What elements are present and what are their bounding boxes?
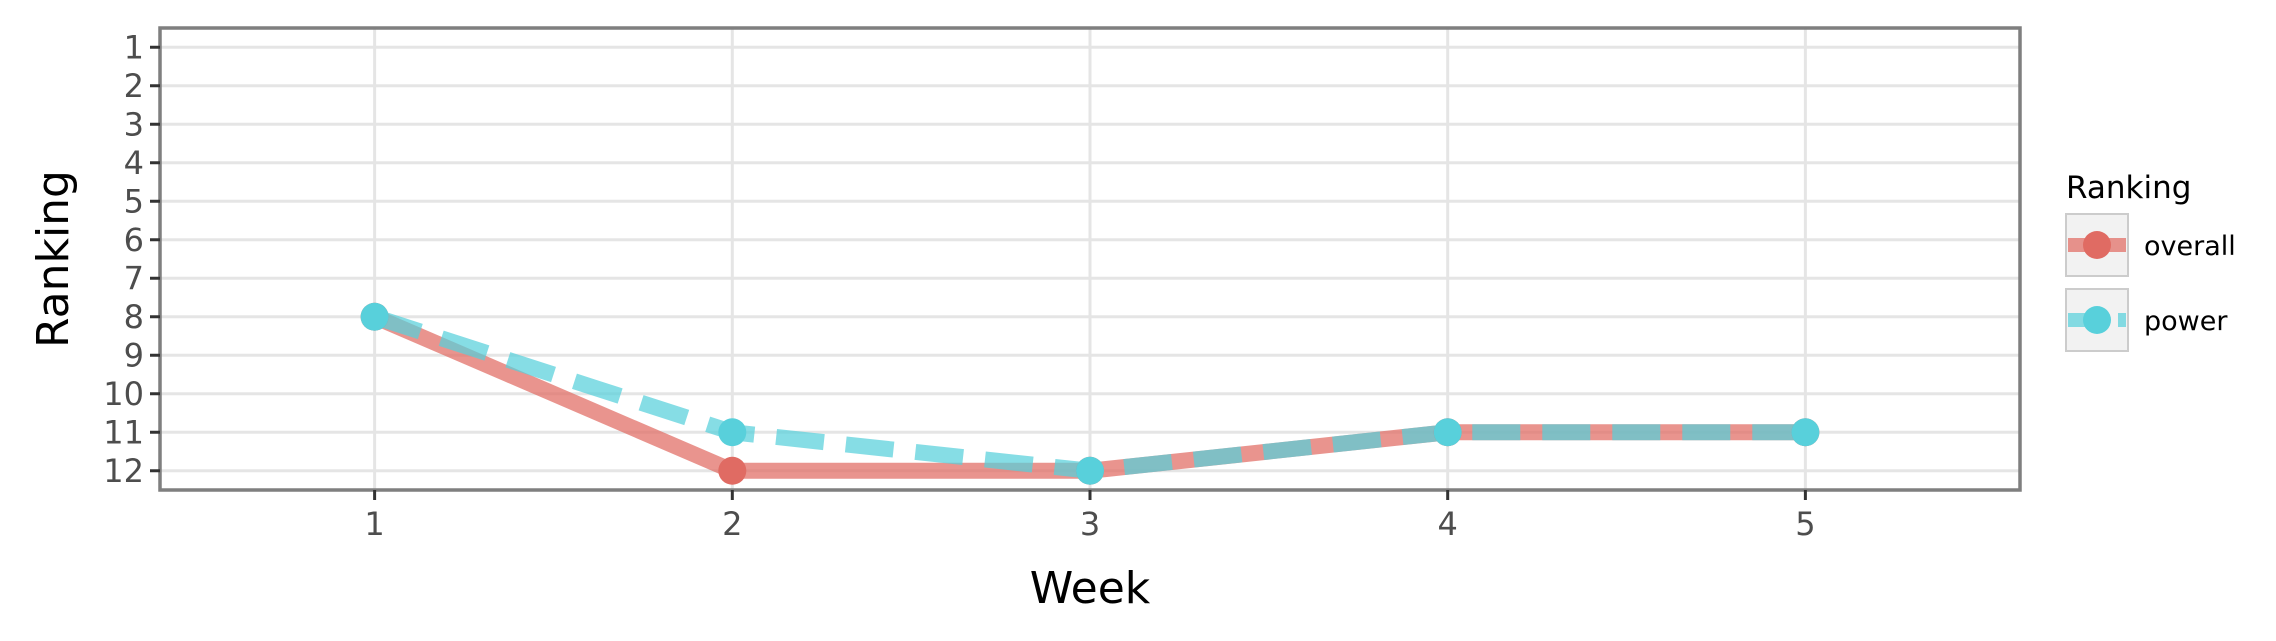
- y-tick-label: 6: [124, 221, 144, 259]
- x-tick-label: 4: [1438, 505, 1458, 543]
- y-tick-label: 7: [124, 259, 144, 297]
- y-tick-label: 11: [103, 413, 144, 451]
- legend-key-point: [2083, 306, 2111, 334]
- data-point-power: [718, 418, 747, 447]
- x-tick-label: 1: [364, 505, 384, 543]
- x-axis: 1 2 3 4 5: [364, 490, 1816, 543]
- series-layer: [360, 302, 1820, 485]
- x-tick-label: 3: [1080, 505, 1100, 543]
- y-tick-label: 12: [103, 452, 144, 490]
- x-axis-title: Week: [1030, 563, 1151, 614]
- y-tick-label: 9: [124, 336, 144, 374]
- y-tick-label: 1: [124, 28, 144, 66]
- grid-layer: [160, 28, 2020, 490]
- legend-title: Ranking: [2066, 170, 2191, 206]
- legend: Ranking overall power: [2065, 170, 2236, 352]
- y-tick-label: 10: [103, 375, 144, 413]
- y-axis-title: Ranking: [28, 170, 79, 348]
- data-point-power: [360, 302, 389, 331]
- data-point-power: [1076, 456, 1104, 485]
- legend-key-point: [2083, 231, 2111, 259]
- legend-key-overall: [2065, 213, 2129, 277]
- legend-label-overall: overall: [2144, 231, 2236, 262]
- legend-label-power: power: [2144, 306, 2228, 337]
- y-tick-label: 8: [124, 298, 144, 336]
- y-tick-label: 5: [124, 182, 144, 220]
- legend-key-power: [2065, 288, 2129, 352]
- x-tick-label: 2: [722, 505, 742, 543]
- y-tick-label: 2: [124, 67, 144, 105]
- y-tick-label: 3: [124, 105, 144, 143]
- data-point-overall: [718, 456, 747, 485]
- y-tick-label: 4: [124, 144, 144, 182]
- data-point-power: [1791, 418, 1820, 447]
- data-point-power: [1433, 418, 1462, 447]
- x-tick-label: 5: [1795, 505, 1815, 543]
